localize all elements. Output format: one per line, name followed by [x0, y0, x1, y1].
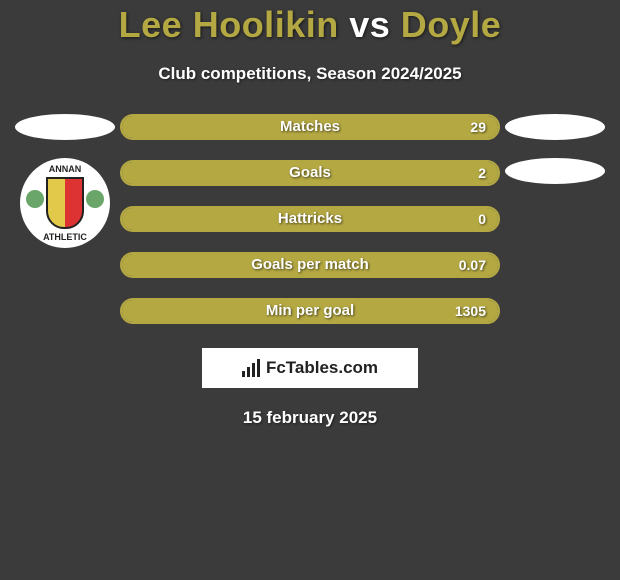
stat-bars: Matches 29 Goals 2 Hattricks 0 Goals per…: [120, 114, 500, 324]
crest-thistle-icon: [26, 190, 44, 208]
bar-value: 0: [478, 208, 486, 230]
bar-label: Matches: [122, 116, 498, 138]
bar-value: 2: [478, 162, 486, 184]
player2-placeholder: [505, 114, 605, 140]
left-column: ANNAN ATHLETIC: [10, 114, 120, 248]
bar-value: 0.07: [459, 254, 486, 276]
bar-chart-icon: [242, 359, 260, 377]
right-column: [500, 114, 610, 184]
crest-shield-icon: [46, 177, 84, 229]
comparison-card: Lee Hoolikin vs Doyle Club competitions,…: [0, 0, 620, 428]
crest-text-top: ANNAN: [20, 164, 110, 174]
main-row: ANNAN ATHLETIC Matches 29 Goals 2 Hattri…: [0, 114, 620, 324]
subtitle: Club competitions, Season 2024/2025: [0, 64, 620, 84]
player2-name: Doyle: [401, 4, 502, 45]
bar-label: Goals: [122, 162, 498, 184]
club2-placeholder: [505, 158, 605, 184]
stat-bar-matches: Matches 29: [120, 114, 500, 140]
bar-label: Goals per match: [122, 254, 498, 276]
player1-name: Lee Hoolikin: [119, 4, 339, 45]
club-crest: ANNAN ATHLETIC: [20, 158, 110, 248]
bar-value: 29: [470, 116, 486, 138]
crest-text-bottom: ATHLETIC: [20, 232, 110, 242]
stat-bar-hattricks: Hattricks 0: [120, 206, 500, 232]
vs-separator: vs: [349, 4, 390, 45]
stat-bar-min-per-goal: Min per goal 1305: [120, 298, 500, 324]
stat-bar-goals-per-match: Goals per match 0.07: [120, 252, 500, 278]
bar-value: 1305: [455, 300, 486, 322]
crest-thistle-icon: [86, 190, 104, 208]
bar-label: Hattricks: [122, 208, 498, 230]
stat-bar-goals: Goals 2: [120, 160, 500, 186]
date-text: 15 february 2025: [0, 408, 620, 428]
brand-box: FcTables.com: [202, 348, 418, 388]
page-title: Lee Hoolikin vs Doyle: [0, 4, 620, 46]
bar-label: Min per goal: [122, 300, 498, 322]
player1-placeholder: [15, 114, 115, 140]
brand-text: FcTables.com: [266, 358, 378, 378]
